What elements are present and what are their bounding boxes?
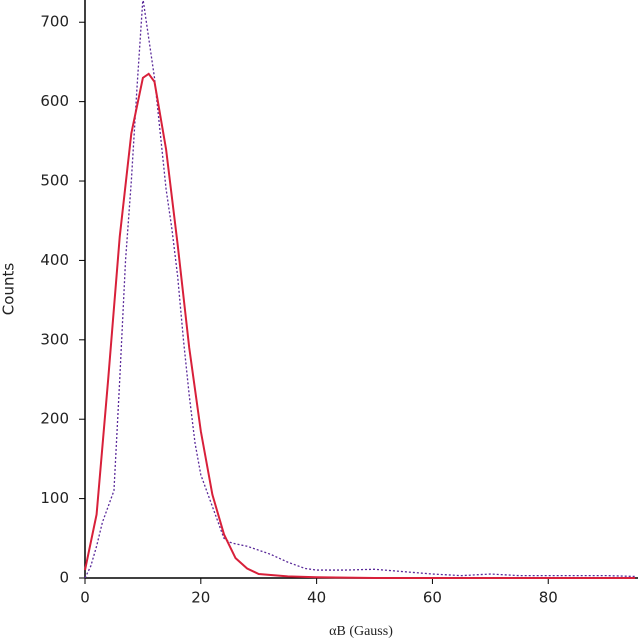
y-tick-label: 300: [40, 330, 69, 348]
y-tick-label: 600: [40, 92, 69, 110]
x-tick-label: 40: [307, 589, 326, 607]
y-axis-label: Counts: [0, 263, 18, 316]
x-axis-label: αB (Gauss): [329, 624, 393, 639]
series-line: [84, 0, 636, 579]
x-tick-label: 20: [191, 589, 210, 607]
y-tick-label: 700: [40, 13, 69, 31]
x-tick-label: 80: [539, 589, 558, 607]
y-tick-label: 100: [40, 489, 69, 507]
x-tick-label: 60: [423, 589, 442, 607]
y-tick-label: 200: [40, 410, 69, 428]
x-tick-label: 0: [80, 589, 90, 607]
y-tick-label: 500: [40, 172, 69, 190]
series-line: [84, 72, 636, 579]
y-tick-label: 0: [59, 569, 69, 587]
y-tick-label: 400: [40, 251, 69, 269]
